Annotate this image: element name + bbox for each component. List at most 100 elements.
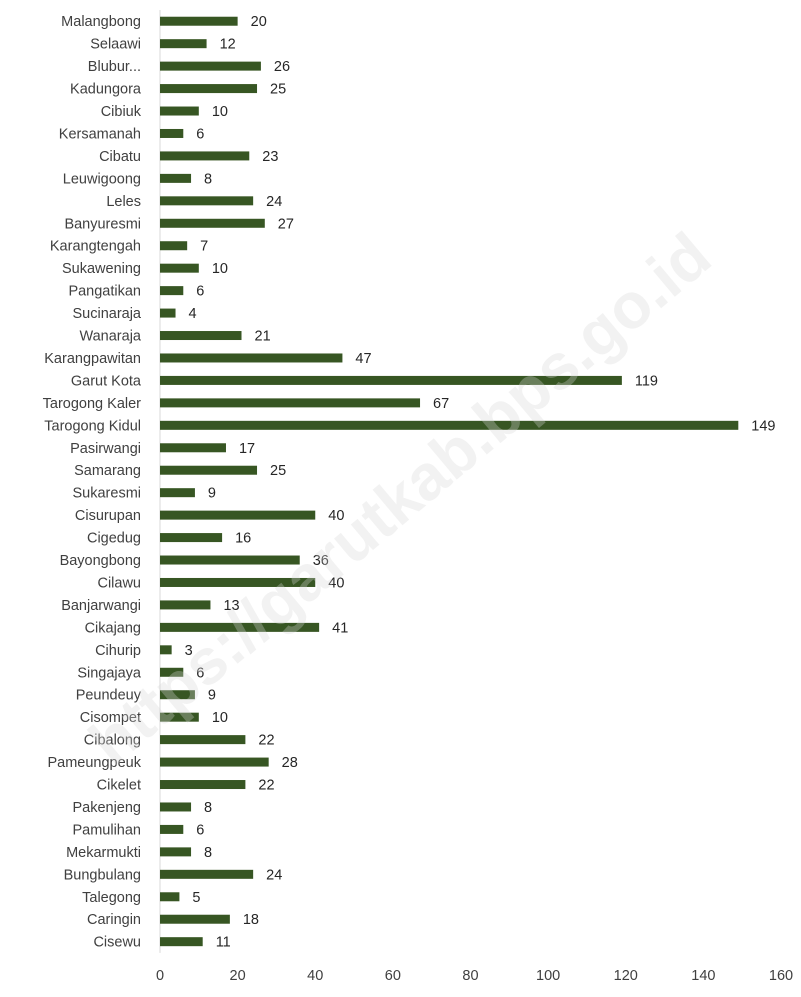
- category-label: Garut Kota: [71, 373, 142, 389]
- data-label: 8: [204, 171, 212, 187]
- category-label: Sukawening: [62, 261, 141, 277]
- category-label: Pamulihan: [72, 822, 141, 838]
- data-label: 23: [262, 149, 278, 165]
- category-label: Leuwigoong: [63, 171, 141, 187]
- category-label: Mekarmukti: [66, 845, 141, 861]
- bars: [160, 16, 739, 947]
- data-label: 22: [258, 733, 274, 749]
- data-label: 40: [328, 575, 344, 591]
- data-label: 11: [216, 935, 231, 951]
- bar: [160, 241, 188, 251]
- bar: [160, 308, 176, 318]
- category-label: Peundeuy: [76, 688, 142, 704]
- category-label: Samarang: [74, 463, 141, 479]
- data-label: 16: [235, 531, 251, 547]
- data-label: 6: [196, 284, 204, 300]
- data-label: 41: [332, 620, 348, 636]
- bar: [160, 218, 265, 228]
- bar: [160, 443, 226, 453]
- bar: [160, 600, 211, 610]
- data-label: 25: [270, 82, 286, 98]
- category-label: Pakenjeng: [72, 800, 141, 816]
- bar: [160, 847, 192, 857]
- bar: [160, 735, 246, 745]
- bar: [160, 375, 622, 385]
- x-tick-label: 0: [156, 968, 164, 984]
- bar: [160, 645, 172, 655]
- x-tick-label: 100: [536, 968, 560, 984]
- data-label: 40: [328, 508, 344, 524]
- category-label: Tarogong Kidul: [44, 418, 141, 434]
- bar: [160, 263, 199, 273]
- category-label: Bungbulang: [64, 867, 141, 883]
- category-label: Karangpawitan: [44, 351, 141, 367]
- data-label: 47: [355, 351, 371, 367]
- bar: [160, 61, 261, 71]
- category-label: Pasirwangi: [70, 441, 141, 457]
- data-label: 10: [212, 261, 228, 277]
- category-label: Kersamanah: [59, 126, 141, 142]
- bar: [160, 39, 207, 49]
- bar: [160, 757, 269, 767]
- bar: [160, 824, 184, 834]
- category-label: Cisewu: [93, 935, 141, 951]
- bar: [160, 151, 250, 161]
- bar: [160, 16, 238, 26]
- bar: [160, 937, 203, 947]
- category-label: Pameungpeuk: [47, 755, 141, 771]
- data-label: 10: [212, 104, 228, 120]
- data-label: 67: [433, 396, 449, 412]
- value-labels: 2012262510623824277106421471196714917259…: [185, 14, 776, 950]
- data-label: 13: [223, 598, 239, 614]
- data-label: 24: [266, 867, 282, 883]
- data-label: 8: [204, 800, 212, 816]
- category-label: Cikelet: [97, 778, 141, 794]
- data-label: 6: [196, 665, 204, 681]
- data-label: 7: [200, 239, 208, 255]
- category-label: Karangtengah: [50, 239, 141, 255]
- category-label: Wanaraja: [79, 329, 141, 345]
- data-label: 22: [258, 778, 274, 794]
- bar: [160, 914, 230, 924]
- bar: [160, 353, 343, 363]
- category-label: Malangbong: [61, 14, 141, 30]
- category-label: Caringin: [87, 912, 141, 928]
- data-label: 3: [185, 643, 193, 659]
- x-tick-label: 140: [691, 968, 715, 984]
- category-label: Cilawu: [97, 575, 141, 591]
- data-label: 20: [251, 14, 267, 30]
- x-tick-label: 40: [307, 968, 323, 984]
- x-tick-label: 20: [230, 968, 246, 984]
- category-label: Leles: [106, 194, 141, 210]
- category-label: Tarogong Kaler: [43, 396, 142, 412]
- data-label: 26: [274, 59, 290, 75]
- x-tick-label: 80: [462, 968, 478, 984]
- bar: [160, 84, 258, 94]
- bar: [160, 465, 258, 475]
- category-label: Pangatikan: [68, 284, 141, 300]
- category-label: Cisurupan: [75, 508, 141, 524]
- data-label: 17: [239, 441, 255, 457]
- category-label: Cihurip: [95, 643, 141, 659]
- category-labels: Malangbong Selaawi Blubur... Kadungora Cibiu…: [43, 14, 142, 950]
- category-label: Cibatu: [99, 149, 141, 165]
- category-label: Sukaresmi: [73, 486, 142, 502]
- bar: [160, 398, 421, 408]
- data-label: 36: [313, 553, 329, 569]
- category-label: Selaawi: [90, 37, 141, 53]
- category-label: Talegong: [82, 890, 141, 906]
- category-label: Cisompet: [80, 710, 141, 726]
- data-label: 149: [751, 418, 775, 434]
- data-label: 119: [635, 373, 658, 389]
- bar: [160, 555, 300, 565]
- bar: [160, 196, 254, 206]
- x-tick-label: 120: [614, 968, 638, 984]
- bar: [160, 802, 192, 812]
- x-tick-label: 160: [769, 968, 793, 984]
- bar: [160, 667, 184, 677]
- category-label: Bayongbong: [60, 553, 141, 569]
- bar: [160, 128, 184, 138]
- x-axis-tick-labels: 0 20 40 60 80 100 120 140 160: [156, 968, 793, 984]
- category-label: Cibiuk: [101, 104, 142, 120]
- data-label: 9: [208, 688, 216, 704]
